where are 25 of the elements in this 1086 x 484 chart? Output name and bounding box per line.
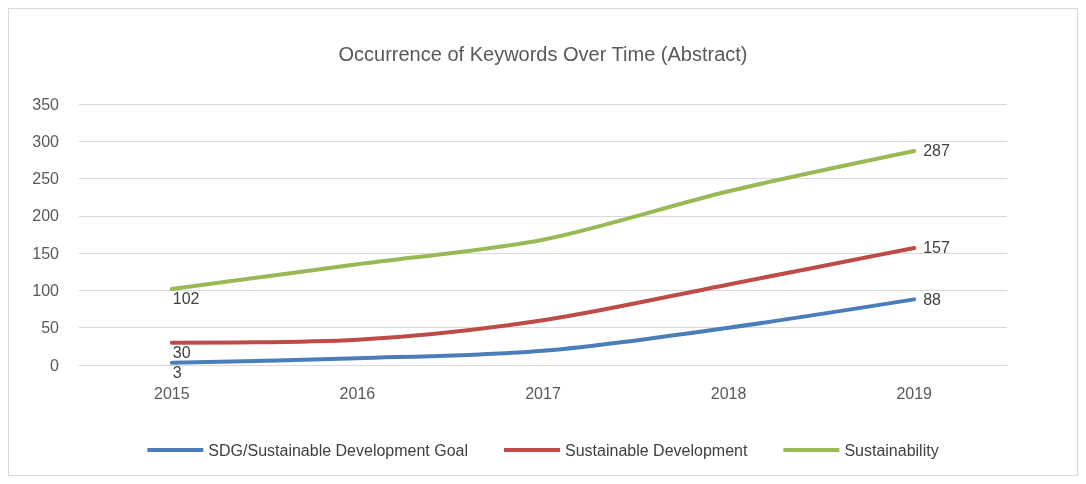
y-tick-label: 300	[32, 132, 60, 150]
legend-label: Sustainable Development	[565, 441, 748, 459]
y-tick-label: 50	[41, 319, 60, 337]
data-label: 102	[172, 290, 200, 308]
data-label: 3	[172, 364, 182, 382]
y-tick-label: 100	[32, 281, 60, 299]
y-tick-label: 200	[32, 207, 60, 225]
x-tick-label: 2017	[525, 384, 561, 402]
data-label: 287	[923, 142, 950, 160]
data-label: 30	[172, 344, 191, 362]
chart-title: Occurrence of Keywords Over Time (Abstract)	[338, 43, 748, 65]
data-label: 88	[923, 290, 942, 308]
y-tick-label: 150	[32, 244, 60, 262]
y-tick-label: 0	[50, 356, 60, 374]
line-series	[169, 245, 917, 345]
x-tick-label: 2016	[339, 384, 376, 402]
y-tick-label: 250	[32, 170, 60, 188]
data-label: 157	[923, 239, 950, 257]
line-series	[169, 148, 917, 291]
y-tick-label: 350	[32, 95, 60, 113]
x-tick-label: 2015	[154, 384, 190, 402]
x-tick-label: 2019	[896, 384, 933, 402]
legend-label: Sustainability	[844, 441, 939, 459]
x-tick-label: 2018	[710, 384, 747, 402]
legend-label: SDG/Sustainable Development Goal	[208, 441, 469, 459]
